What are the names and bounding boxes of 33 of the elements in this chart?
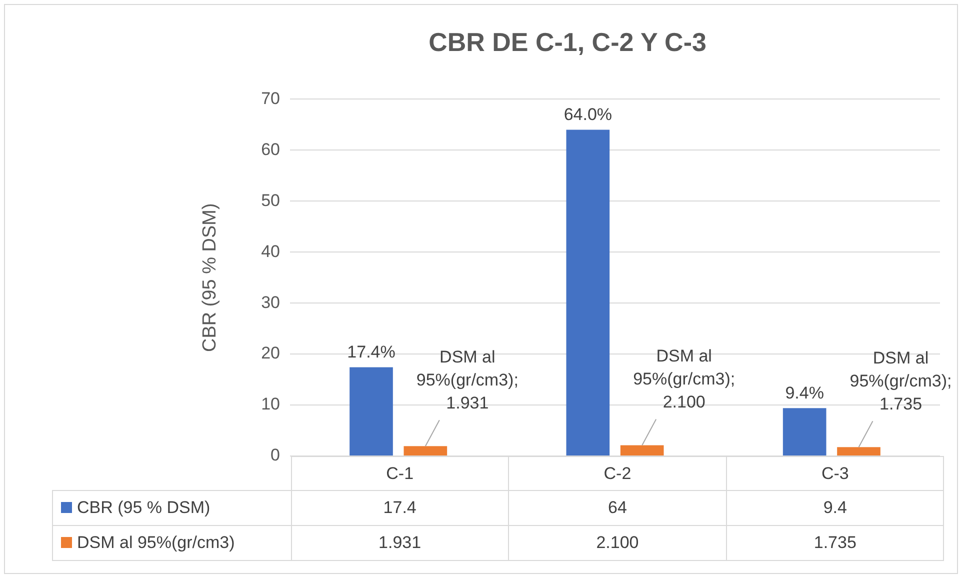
text: 64 — [508, 490, 726, 526]
legend-label: DSM al 95%(gr/cm3) — [52, 526, 291, 560]
x-tick-label: C-1 — [291, 456, 509, 490]
text: 1.735 — [726, 526, 944, 560]
bar — [837, 447, 880, 456]
data-label: DSM al 95%(gr/cm3); 1.735 — [850, 348, 952, 414]
y-tick-label: 10 — [261, 394, 280, 414]
text: 2.100 — [508, 526, 726, 560]
y-axis-title: CBR (95 % DSM) — [200, 203, 221, 352]
bar — [404, 446, 448, 456]
text: 9.4 — [726, 490, 944, 526]
data-label: 64.0% — [564, 104, 612, 124]
bar — [782, 408, 826, 456]
y-tick-label: 40 — [261, 242, 280, 261]
data-label: 9.4% — [785, 383, 824, 402]
y-tick-label: 50 — [261, 190, 280, 210]
legend-label: CBR (95 % DSM) — [52, 490, 291, 526]
bar — [566, 130, 610, 456]
text: 17.4 — [291, 490, 509, 526]
x-tick-label: C-2 — [508, 456, 726, 490]
y-tick-label: 20 — [261, 344, 280, 363]
y-tick-label: 0 — [270, 446, 280, 465]
text: 1.931 — [291, 526, 509, 560]
data-label: DSM al 95%(gr/cm3); 1.931 — [416, 347, 518, 412]
bar — [620, 445, 664, 456]
x-tick-label: C-3 — [726, 456, 944, 490]
chart-title: CBR DE C-1, C-2 Y C-3 — [428, 26, 706, 57]
data-label: 17.4% — [347, 342, 396, 362]
y-tick-label: 60 — [261, 140, 280, 159]
data-label: DSM al 95%(gr/cm3); 2.100 — [633, 346, 736, 412]
y-tick-label: 70 — [261, 88, 280, 108]
y-tick-label: 30 — [261, 292, 280, 312]
bar — [350, 367, 393, 456]
